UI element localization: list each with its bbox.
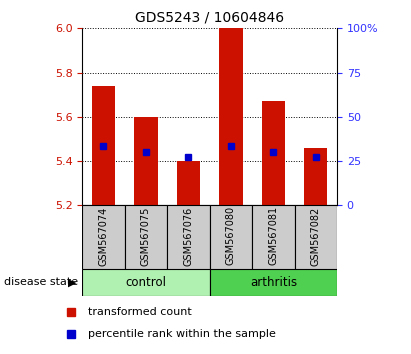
Bar — [219, 28, 242, 205]
Bar — [262, 101, 285, 205]
Bar — [252, 205, 295, 269]
Bar — [134, 117, 157, 205]
Bar — [82, 269, 210, 296]
Title: GDS5243 / 10604846: GDS5243 / 10604846 — [135, 10, 284, 24]
Text: GSM567074: GSM567074 — [99, 206, 109, 266]
Bar — [82, 205, 125, 269]
Text: transformed count: transformed count — [88, 307, 192, 317]
Text: GSM567082: GSM567082 — [311, 206, 321, 266]
Bar — [304, 148, 328, 205]
Bar — [125, 205, 167, 269]
Text: GSM567075: GSM567075 — [141, 206, 151, 266]
Text: GSM567076: GSM567076 — [183, 206, 193, 266]
Bar — [210, 205, 252, 269]
Text: GSM567080: GSM567080 — [226, 206, 236, 266]
Bar — [295, 205, 337, 269]
Text: GSM567081: GSM567081 — [268, 206, 278, 266]
Text: arthritis: arthritis — [250, 276, 297, 289]
Bar — [210, 269, 337, 296]
Text: control: control — [125, 276, 166, 289]
Bar — [167, 205, 210, 269]
Text: ▶: ▶ — [67, 277, 76, 287]
Bar — [177, 161, 200, 205]
Text: disease state: disease state — [4, 277, 78, 287]
Bar — [92, 86, 115, 205]
Text: percentile rank within the sample: percentile rank within the sample — [88, 329, 276, 339]
